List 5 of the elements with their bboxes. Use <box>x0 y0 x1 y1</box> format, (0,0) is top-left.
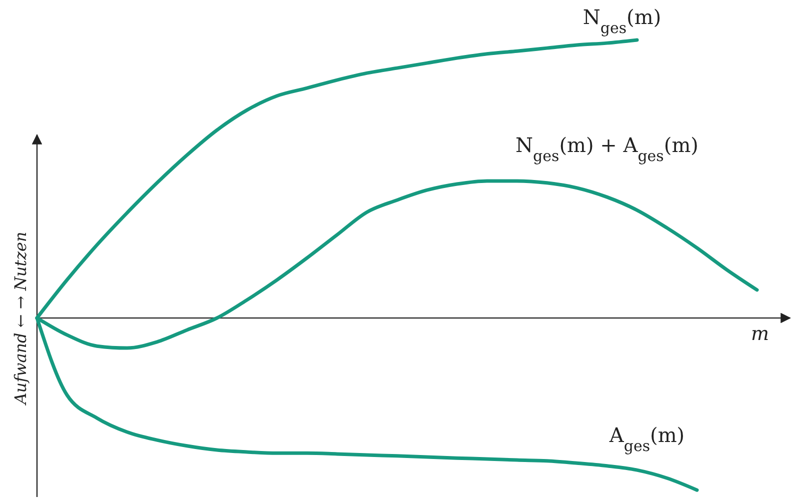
series-label: N$_{ges}$(m) <box>582 5 662 37</box>
x-axis-title: m <box>750 323 770 345</box>
series-label: A$_{ges}$(m) <box>608 423 685 456</box>
series-label: N$_{ges}$(m) + A$_{ges}$(m) <box>516 132 698 165</box>
y-axis-title: Aufwand ← → Nutzen <box>11 232 30 406</box>
